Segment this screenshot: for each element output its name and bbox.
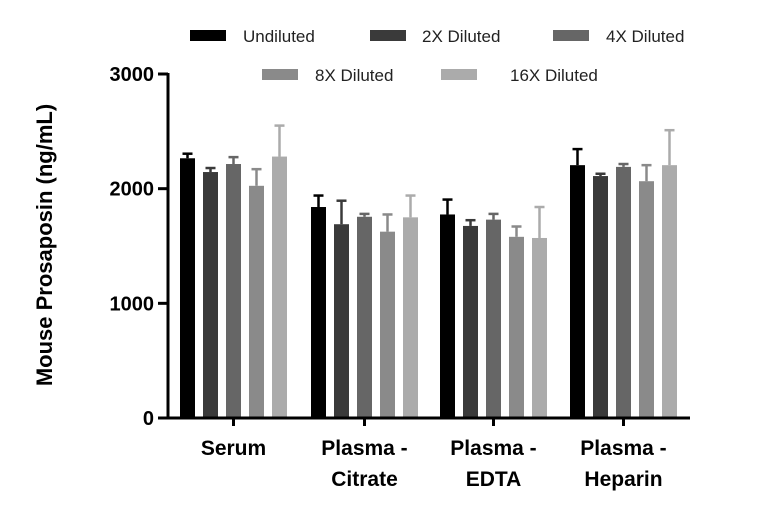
x-category-label: Plasma - Citrate <box>321 437 407 491</box>
legend-label: Undiluted <box>243 27 315 46</box>
x-category-label-line: Plasma - <box>450 437 536 460</box>
y-tick-label: 3000 <box>110 64 155 86</box>
y-axis: 0 1000 2000 3000 <box>110 64 170 430</box>
y-tick-label: 0 <box>143 408 154 430</box>
bar <box>357 216 372 418</box>
x-category-label-line: Citrate <box>331 468 398 491</box>
legend: Undiluted 2X Diluted 4X Diluted 8X Diluted 1… <box>190 27 684 85</box>
legend-label: 8X Diluted <box>315 66 393 85</box>
bar <box>463 225 478 418</box>
bar <box>616 166 631 418</box>
x-category-label: Serum <box>201 437 266 460</box>
y-tick-label: 1000 <box>110 293 155 315</box>
bar <box>334 224 349 418</box>
bar <box>639 181 654 418</box>
bar <box>509 236 524 418</box>
bar <box>662 165 677 418</box>
bar <box>272 156 287 418</box>
legend-swatch <box>190 30 226 41</box>
y-tick-label: 2000 <box>110 179 155 201</box>
bar <box>311 207 326 418</box>
x-category-label: Plasma - Heparin <box>580 437 666 491</box>
bar <box>570 165 585 418</box>
bar <box>380 231 395 418</box>
legend-swatch <box>370 30 406 41</box>
x-category-label-line: Heparin <box>584 468 662 491</box>
legend-swatch <box>553 30 589 41</box>
legend-swatch <box>441 69 477 80</box>
x-category-label-line: Serum <box>201 437 266 460</box>
x-category-label: Plasma - EDTA <box>450 437 536 491</box>
bar <box>440 214 455 418</box>
x-category-label-line: Plasma - <box>321 437 407 460</box>
x-category-label-line: EDTA <box>466 468 522 491</box>
legend-label: 2X Diluted <box>422 27 500 46</box>
bar <box>532 237 547 418</box>
bar <box>403 217 418 418</box>
legend-label: 4X Diluted <box>606 27 684 46</box>
bar <box>226 164 241 418</box>
legend-label: 16X Diluted <box>510 66 598 85</box>
bar <box>249 185 264 418</box>
y-axis-title: Mouse Prosaposin (ng/mL) <box>32 104 57 386</box>
bar <box>203 172 218 418</box>
x-category-label-line: Plasma - <box>580 437 666 460</box>
bar-series-group <box>180 124 677 418</box>
bar <box>180 158 195 418</box>
bar <box>486 219 501 418</box>
legend-swatch <box>262 69 298 80</box>
bar <box>593 176 608 418</box>
